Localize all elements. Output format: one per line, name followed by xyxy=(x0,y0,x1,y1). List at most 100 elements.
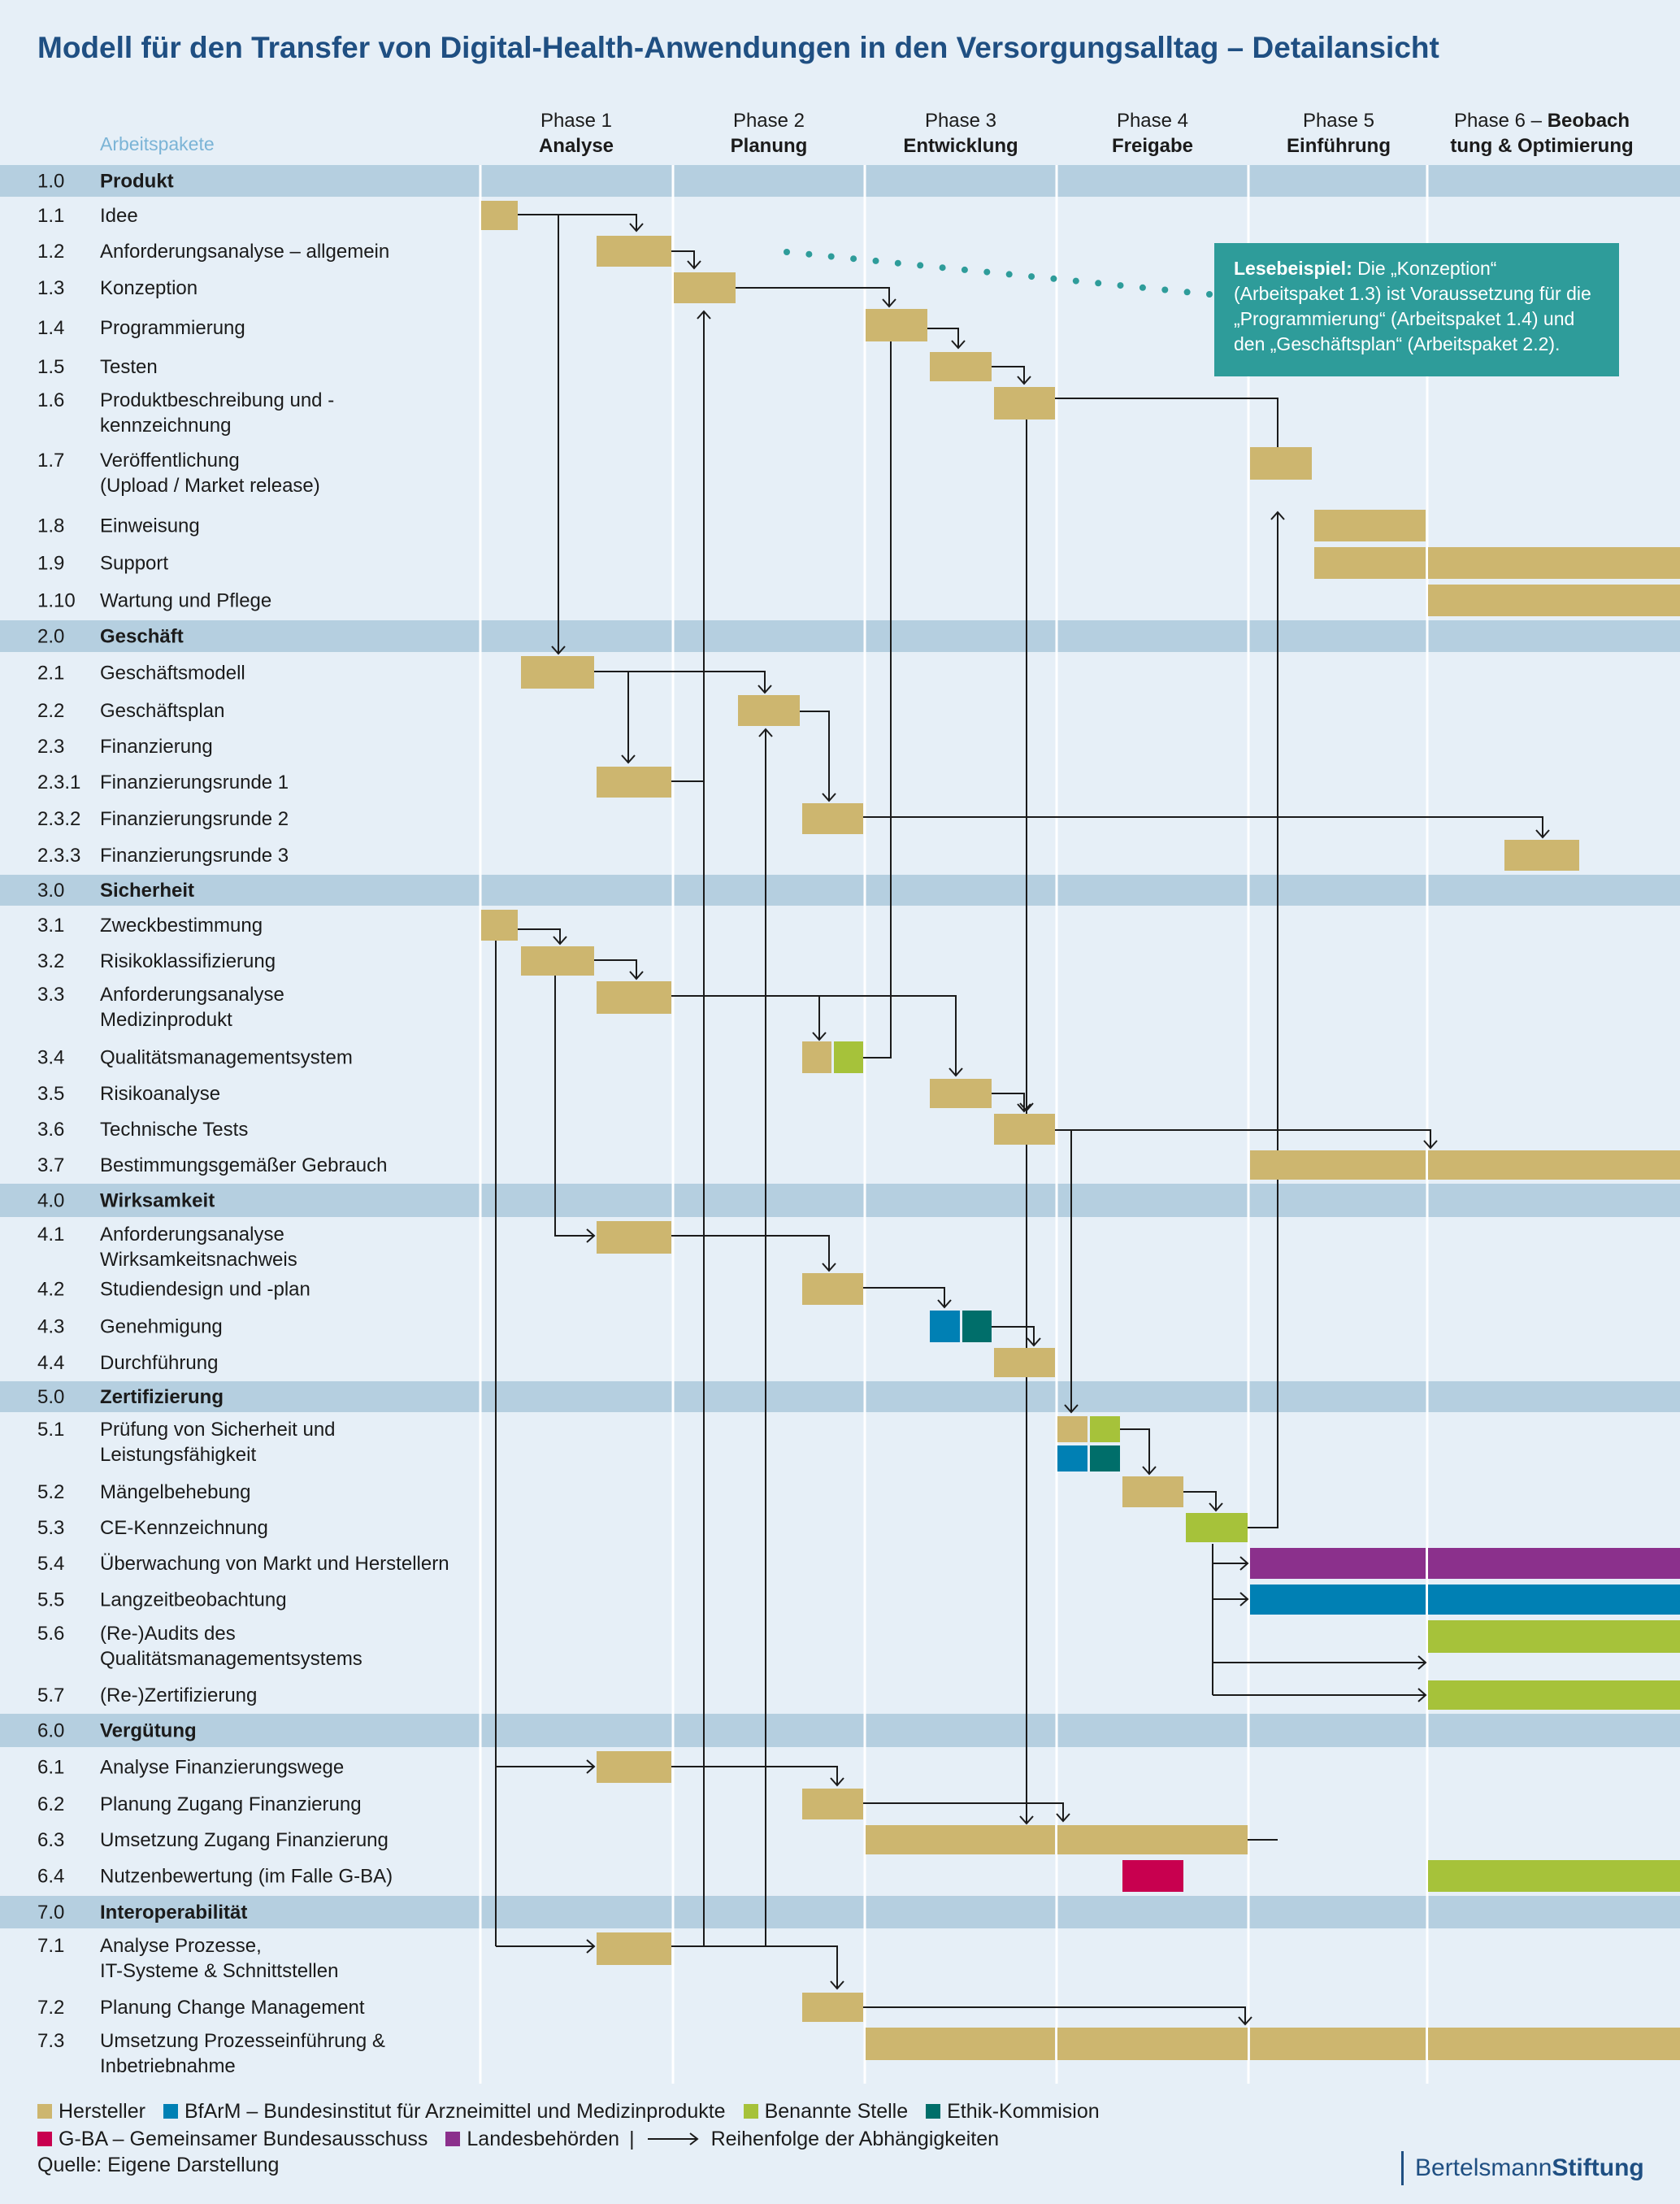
row-label: Nutzenbewertung (im Falle G-BA) xyxy=(100,1866,393,1888)
row-background xyxy=(0,1309,1680,1344)
work-package-bar xyxy=(597,236,671,267)
phase-header-line2: tung & Optimierung xyxy=(1450,135,1633,157)
dependency-arrow xyxy=(800,711,830,801)
work-package-bar xyxy=(994,387,1055,419)
dependency-arrow xyxy=(1055,1129,1072,1412)
swatch-landesbehoerden xyxy=(445,2132,461,2146)
work-package-bar xyxy=(1428,585,1680,616)
row-number: 1.2 xyxy=(37,241,64,263)
arrow-head xyxy=(1423,1140,1438,1150)
callout-pointer-dot xyxy=(1206,291,1213,298)
row-number: 2.3.1 xyxy=(37,772,80,793)
brand-part1: Bertelsmann xyxy=(1415,2154,1552,2181)
callout-pointer-dot xyxy=(1117,282,1124,289)
work-package-bar xyxy=(597,1221,671,1254)
work-package-bar xyxy=(1057,1416,1087,1442)
arrow-head xyxy=(1270,511,1285,520)
work-package-bar xyxy=(1314,547,1426,579)
section-row-background xyxy=(0,1714,1680,1747)
legend: Hersteller BfArM – Bundesinstitut für Ar… xyxy=(37,2097,1647,2153)
arrow-head xyxy=(949,1067,963,1077)
row-number: 3.6 xyxy=(37,1119,64,1141)
row-number: 4.0 xyxy=(37,1190,64,1212)
row-label: Anforderungsanalyse xyxy=(100,1224,284,1245)
row-label: Wartung und Pflege xyxy=(100,590,271,612)
arrow-head xyxy=(1142,1466,1157,1476)
row-number: 3.7 xyxy=(37,1154,64,1176)
callout-pointer-dot xyxy=(784,249,790,255)
work-package-bar xyxy=(930,1079,992,1108)
arrow-head xyxy=(830,1980,844,1990)
row-number: 1.1 xyxy=(37,205,64,227)
legend-label: Hersteller xyxy=(59,2099,145,2123)
row-number: 2.3.3 xyxy=(37,845,80,867)
row-number: 3.0 xyxy=(37,880,64,902)
work-package-bar xyxy=(1250,1585,1426,1615)
arrow-head xyxy=(1209,1502,1223,1512)
row-number: 1.10 xyxy=(37,590,76,612)
dependency-arrow xyxy=(671,1235,830,1271)
section-label: Produkt xyxy=(100,171,174,193)
work-package-bar xyxy=(802,1993,863,2022)
work-package-bar xyxy=(994,1114,1055,1145)
dependency-arrow xyxy=(1120,1428,1150,1474)
work-package-bar xyxy=(1504,840,1579,871)
arrow-head xyxy=(687,260,701,270)
row-label: Planung Change Management xyxy=(100,1997,365,2019)
work-package-bar xyxy=(738,695,800,726)
row-label: Planung Zugang Finanzierung xyxy=(100,1793,362,1815)
row-number: 1.7 xyxy=(37,450,64,472)
row-number: 3.2 xyxy=(37,950,64,972)
section-row-background xyxy=(0,620,1680,652)
arrow-head xyxy=(1056,1813,1070,1823)
phase-gridline xyxy=(671,165,675,2084)
work-package-bar xyxy=(597,981,671,1014)
dependency-arrow xyxy=(671,1766,838,1785)
legend-label: BfArM – Bundesinstitut für Arzneimittel … xyxy=(184,2099,726,2123)
phase-header-line1: Phase 2 xyxy=(733,110,805,132)
arrow-head xyxy=(629,971,644,980)
row-label: Risikoanalyse xyxy=(100,1083,220,1105)
row-label: Programmierung xyxy=(100,317,245,339)
legend-arrow-label: Reihenfolge der Abhängigkeiten xyxy=(710,2127,1000,2150)
row-number: 1.9 xyxy=(37,553,64,575)
row-label: CE-Kennzeichnung xyxy=(100,1517,268,1539)
row-number: 4.2 xyxy=(37,1279,64,1301)
row-background xyxy=(0,654,1680,691)
row-number: 6.4 xyxy=(37,1866,64,1888)
row-label: Risikoklassifizierung xyxy=(100,950,276,972)
arrow-head xyxy=(553,936,567,946)
callout-pointer-dot xyxy=(939,264,946,272)
callout-pointer-dot xyxy=(1095,280,1102,287)
phase-header-line1: Phase 1 xyxy=(540,110,612,132)
dependency-arrow xyxy=(863,313,892,1059)
phase-header-line1: Phase 3 xyxy=(925,110,996,132)
work-package-bar xyxy=(1428,1860,1680,1892)
legend-gba: G-BA – Gemeinsamer Bundesausschuss xyxy=(37,2128,428,2151)
arrow-head xyxy=(951,340,966,350)
section-label: Wirksamkeit xyxy=(100,1190,215,1212)
arrow-head xyxy=(1417,1688,1427,1702)
section-label: Geschäft xyxy=(100,626,184,648)
work-package-bars xyxy=(481,201,1680,2060)
row-number: 1.3 xyxy=(37,277,64,299)
callout-pointer-dot xyxy=(917,262,924,269)
row-background xyxy=(0,1858,1680,1893)
row-label: Umsetzung Zugang Finanzierung xyxy=(100,1829,389,1851)
swatch-benannte-stelle xyxy=(743,2104,758,2119)
work-package-bar xyxy=(1314,510,1426,541)
work-package-bar xyxy=(802,1273,863,1305)
row-label-line2: Inbetriebnahme xyxy=(100,2055,236,2077)
legend-bfarm: BfArM – Bundesinstitut für Arzneimittel … xyxy=(163,2100,726,2124)
row-number: 5.4 xyxy=(37,1553,64,1575)
row-background xyxy=(0,199,1680,232)
work-package-bar xyxy=(521,946,594,976)
row-number: 5.2 xyxy=(37,1481,64,1503)
callout-pointer-dot xyxy=(1161,286,1169,293)
row-number: 1.8 xyxy=(37,515,64,537)
section-row-background xyxy=(0,1184,1680,1217)
section-label: Zertifizierung xyxy=(100,1386,224,1408)
work-package-bar xyxy=(802,1789,863,1819)
row-background xyxy=(0,908,1680,942)
dependency-arrow xyxy=(671,1945,838,1989)
